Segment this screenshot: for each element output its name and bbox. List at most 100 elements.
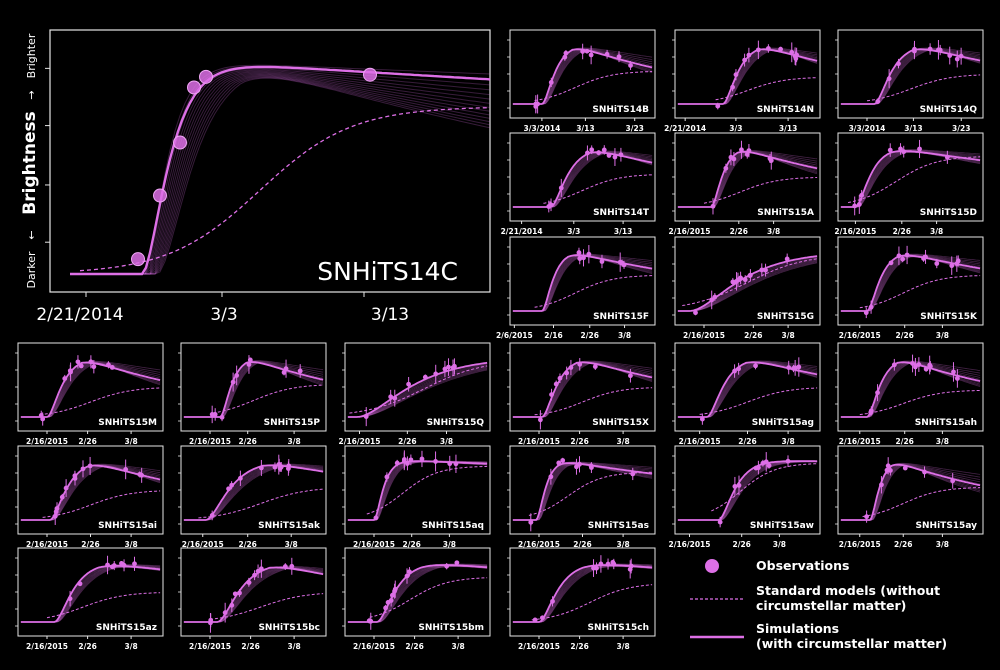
observation-point <box>693 310 698 316</box>
legend-dashed-line-marker <box>690 598 744 600</box>
observation-point <box>581 255 586 261</box>
observation-point <box>450 365 456 370</box>
standard-model-line <box>682 258 818 307</box>
observation-point <box>78 363 84 369</box>
observation-point <box>219 414 225 420</box>
observation-point <box>944 154 950 160</box>
observation-point <box>226 486 231 492</box>
standard-model-line <box>39 387 161 416</box>
observation-point <box>709 297 715 303</box>
observation-point <box>589 147 595 153</box>
x-tick-label: 2/16 <box>544 331 562 340</box>
observation-point <box>394 460 400 466</box>
observation-point <box>557 375 563 381</box>
observation-point <box>131 252 145 267</box>
observation-point <box>859 192 865 198</box>
observation-point <box>72 476 78 481</box>
simulation-spread-line <box>70 64 491 275</box>
panel-name: SNHiTS15bm <box>418 623 484 633</box>
observation-point <box>282 564 288 569</box>
simulation-spread-line <box>347 461 488 521</box>
observation-point <box>588 52 594 58</box>
panel-name: SNHiTS15ag <box>752 418 814 428</box>
simulation-spread-line <box>512 362 653 418</box>
panel-snhits15a: SNHiTS15A 2/16/2015 2/26 3/8 <box>668 132 821 236</box>
simulation-spread-line <box>840 463 981 521</box>
standard-model-line <box>859 275 981 309</box>
panel-name: SNHiTS15K <box>920 312 978 322</box>
x-tick-label: 2/6/2015 <box>496 331 533 340</box>
observation-point <box>618 152 624 158</box>
x-tick-label: 2/26 <box>241 642 259 651</box>
simulation-spread-line <box>347 565 488 623</box>
observation-point <box>742 57 747 63</box>
observation-point <box>88 359 94 365</box>
simulation-spread-line <box>347 364 488 418</box>
x-tick-label: 3/8 <box>617 540 630 549</box>
x-tick-label: 3/8 <box>767 227 780 236</box>
panel-snhits15ay: SNHiTS15ay 2/16/2015 2/26 3/8 <box>835 445 984 549</box>
observation-point <box>746 148 752 154</box>
x-tick-label: 2/26 <box>78 437 96 446</box>
x-tick-label: 3/8 <box>440 437 453 446</box>
observation-point <box>63 485 69 491</box>
x-tick-label: 3/13 <box>614 227 632 236</box>
observation-point <box>955 258 961 264</box>
observation-point <box>132 561 137 567</box>
x-tick-label: 2/26 <box>398 437 416 446</box>
observation-point <box>923 366 929 372</box>
observation-point <box>232 591 238 597</box>
simulation-spread-line <box>512 255 653 312</box>
x-tick-label: 2/26 <box>573 540 591 549</box>
x-tick-label: 3/8 <box>288 437 301 446</box>
x-tick-label: 2/16/2015 <box>839 331 881 340</box>
observation-point <box>91 364 97 370</box>
x-tick-label: 2/26 <box>238 437 256 446</box>
x-tick-label: 2/16/2015 <box>839 437 881 446</box>
panel-snhits15p: SNHiTS15P 2/16/2015 2/26 3/8 <box>178 342 327 446</box>
simulation-spread-line <box>512 151 653 208</box>
x-tick-label: 3/3 <box>567 227 580 236</box>
panel-snhits15f: SNHiTS15F 2/6/2015 2/16 2/26 3/8 <box>496 236 656 340</box>
observation-point <box>276 462 282 468</box>
x-tick-label: 3/8 <box>618 331 631 340</box>
panel-snhits15k: SNHiTS15K 2/16/2015 2/26 3/8 <box>835 236 984 340</box>
observation-point <box>537 417 543 423</box>
observation-point <box>139 472 145 478</box>
x-tick-label: 3/13 <box>904 124 922 133</box>
panel-name: SNHiTS15G <box>757 312 814 322</box>
main-panel-snhits14c: Brightness Brighter → ← Darker SNHiTS14C… <box>20 29 491 325</box>
simulation-spread-line <box>347 461 488 521</box>
observation-point <box>868 304 874 310</box>
panel-name: SNHiTS15bc <box>258 623 320 633</box>
observation-point <box>406 381 412 387</box>
simulation-spread-line <box>677 461 818 521</box>
observation-point <box>896 253 902 259</box>
panel-snhits15ai: SNHiTS15ai 2/16/2015 2/26 3/8 <box>15 445 164 549</box>
standard-model-line <box>534 71 653 102</box>
observation-point <box>868 410 874 415</box>
observation-point <box>422 374 428 380</box>
panel-snhits15ak: SNHiTS15ak 2/16/2015 2/26 3/8 <box>178 445 327 549</box>
observation-point <box>230 379 236 385</box>
observation-point <box>736 482 742 488</box>
simulation-spread-line <box>70 67 491 275</box>
simulation-spread-line <box>840 462 981 521</box>
observation-point <box>604 51 610 57</box>
standard-model-line <box>859 390 981 416</box>
x-tick-label: 3/8 <box>443 540 456 549</box>
observation-point <box>730 279 736 285</box>
observation-point <box>568 365 574 370</box>
panel-name: SNHiTS15Q <box>427 418 485 428</box>
observation-point <box>366 618 372 624</box>
simulation-line <box>677 460 818 521</box>
main-panel-frame <box>49 29 491 293</box>
observation-point <box>209 412 215 417</box>
observation-point <box>733 72 739 78</box>
simulation-spread-line <box>70 77 491 275</box>
observation-point <box>584 48 590 54</box>
observation-point <box>789 49 795 55</box>
observation-point <box>610 559 616 565</box>
x-tick-label: 2/21/2014 <box>501 227 543 236</box>
x-tick-label: 2/26 <box>744 331 762 340</box>
